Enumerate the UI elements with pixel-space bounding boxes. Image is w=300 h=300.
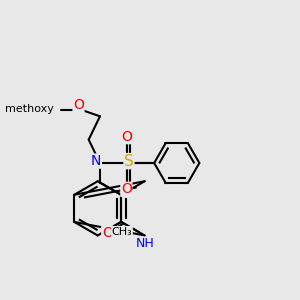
Text: N: N: [91, 154, 101, 168]
Text: O: O: [121, 182, 132, 196]
Text: O: O: [121, 130, 132, 144]
Text: O: O: [73, 98, 84, 112]
Text: O: O: [102, 226, 113, 240]
Text: CH₃: CH₃: [112, 226, 132, 236]
Text: NH: NH: [135, 237, 154, 250]
Text: methoxy: methoxy: [5, 104, 54, 114]
Text: S: S: [124, 154, 134, 169]
